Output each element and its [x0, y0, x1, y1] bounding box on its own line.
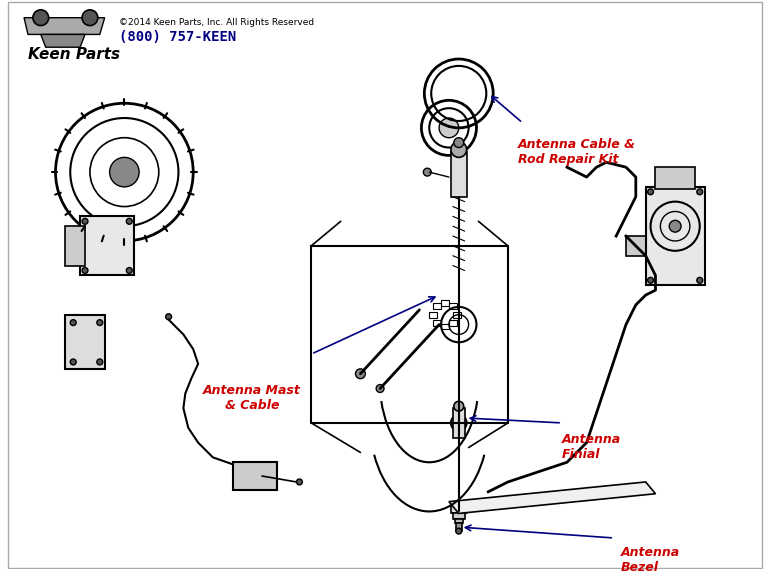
Bar — [441, 324, 449, 329]
Circle shape — [82, 218, 88, 224]
Polygon shape — [449, 482, 655, 514]
Bar — [441, 300, 449, 306]
Circle shape — [697, 189, 703, 195]
Circle shape — [109, 157, 139, 187]
Circle shape — [97, 320, 102, 325]
Circle shape — [456, 528, 462, 534]
Circle shape — [356, 369, 365, 379]
Text: (800) 757-KEEN: (800) 757-KEEN — [119, 30, 236, 45]
Circle shape — [70, 359, 76, 365]
Bar — [655, 167, 695, 189]
Text: Antenna
Bezel: Antenna Bezel — [621, 546, 680, 574]
Circle shape — [33, 10, 49, 25]
Bar — [455, 519, 463, 523]
Polygon shape — [41, 34, 85, 47]
Bar — [433, 320, 440, 326]
Bar — [456, 523, 462, 531]
Bar — [429, 312, 437, 318]
Text: Antenna Mast
& Cable: Antenna Mast & Cable — [203, 384, 301, 412]
Circle shape — [377, 384, 384, 393]
Circle shape — [97, 359, 102, 365]
Bar — [65, 226, 85, 266]
Bar — [65, 315, 105, 369]
Circle shape — [296, 479, 303, 485]
Polygon shape — [24, 18, 105, 34]
Circle shape — [82, 10, 98, 25]
Text: Antenna
Finial: Antenna Finial — [562, 433, 621, 461]
Circle shape — [669, 221, 681, 232]
Bar — [453, 514, 464, 519]
Bar — [451, 152, 467, 197]
Bar — [450, 303, 457, 309]
Circle shape — [166, 314, 172, 320]
Bar — [80, 217, 134, 276]
Circle shape — [451, 142, 467, 157]
Circle shape — [454, 401, 464, 411]
Circle shape — [70, 320, 76, 325]
Bar — [451, 501, 467, 514]
Circle shape — [648, 277, 654, 283]
Circle shape — [126, 267, 132, 273]
Bar — [233, 462, 276, 490]
Bar — [626, 236, 655, 256]
Bar — [453, 312, 460, 318]
Bar — [453, 408, 464, 438]
Circle shape — [439, 118, 459, 138]
Circle shape — [697, 277, 703, 283]
Circle shape — [424, 168, 431, 176]
Bar — [645, 187, 705, 285]
Circle shape — [648, 189, 654, 195]
Bar — [433, 303, 440, 309]
Bar — [450, 320, 457, 326]
Circle shape — [82, 267, 88, 273]
Circle shape — [126, 218, 132, 224]
Text: ©2014 Keen Parts, Inc. All Rights Reserved: ©2014 Keen Parts, Inc. All Rights Reserv… — [119, 17, 315, 27]
Text: Keen Parts: Keen Parts — [28, 47, 120, 62]
Circle shape — [454, 138, 464, 148]
Text: Antenna Cable &
Rod Repair Kit: Antenna Cable & Rod Repair Kit — [517, 138, 636, 166]
Circle shape — [451, 415, 467, 431]
